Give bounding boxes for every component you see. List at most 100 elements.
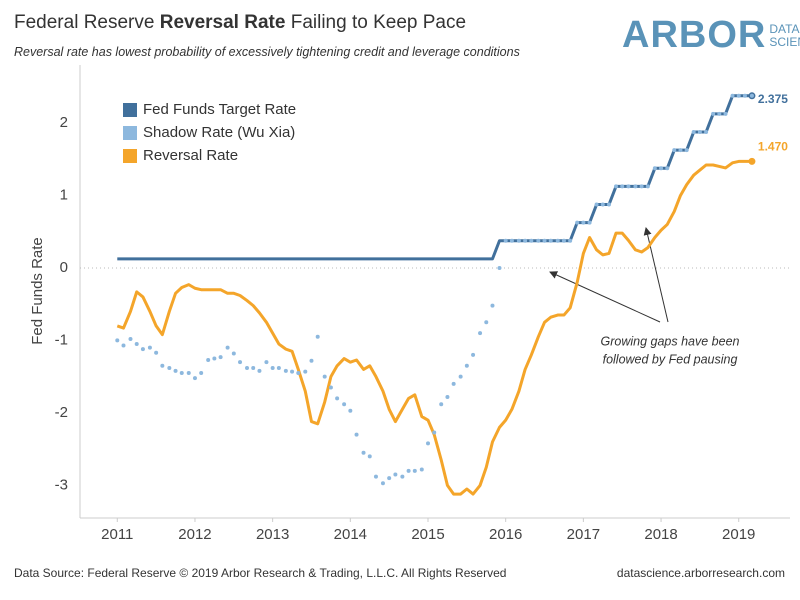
- series-dot: [283, 368, 288, 373]
- series-dot: [529, 238, 534, 243]
- title-part: Federal Reserve: [14, 12, 155, 33]
- x-tick-label: 2015: [411, 526, 444, 543]
- value-label: 2.375: [758, 92, 788, 106]
- series-dot: [303, 369, 308, 374]
- subtitle: Reversal rate has lowest probability of …: [14, 45, 520, 59]
- x-tick-label: 2013: [256, 526, 289, 543]
- series-dot: [342, 402, 347, 407]
- y-axis-title: Fed Funds Rate: [29, 237, 46, 345]
- series-dot: [600, 202, 605, 207]
- series-dot: [497, 265, 502, 270]
- series-dot: [451, 381, 456, 386]
- annotation-arrow: [643, 227, 669, 323]
- annotation: followed by Fed pausing: [603, 352, 738, 366]
- legend-label: Fed Funds Target Rate: [143, 101, 296, 118]
- series-dot: [464, 363, 469, 368]
- source: Data Source: Federal Reserve © 2019 Arbo…: [14, 566, 507, 580]
- x-tick-label: 2016: [489, 526, 522, 543]
- logo-tag-line: SCIENCE: [769, 34, 800, 49]
- annotation: Growing gaps have been: [601, 334, 740, 348]
- series-dot: [581, 220, 586, 225]
- series-dot: [490, 303, 495, 308]
- x-tick-label: 2011: [101, 526, 133, 543]
- series-dot: [548, 238, 553, 243]
- series-dot: [704, 130, 709, 135]
- logo: ARBOR DATASCIENCE: [622, 14, 800, 57]
- series-dot: [645, 184, 650, 189]
- series-dot: [179, 371, 184, 376]
- y-tick-label: -3: [55, 476, 68, 493]
- series-dot: [742, 93, 747, 98]
- series-dot: [555, 238, 560, 243]
- series-dot: [270, 365, 275, 370]
- x-tick-label: 2018: [644, 526, 677, 543]
- series-dot: [478, 331, 483, 336]
- series-dot: [516, 238, 521, 243]
- legend-swatch: [123, 103, 137, 117]
- series-dot: [471, 352, 476, 357]
- logo-tag: DATASCIENCE: [769, 21, 800, 49]
- series-dot: [315, 334, 320, 339]
- y-tick-label: 0: [60, 259, 68, 276]
- series-dot: [568, 238, 573, 243]
- series-dot: [626, 184, 631, 189]
- series-dot: [587, 220, 592, 225]
- title-bold: Reversal Rate: [159, 12, 286, 33]
- chart-title: Federal Reserve Reversal Rate Failing to…: [14, 12, 466, 34]
- x-tick-label: 2012: [178, 526, 211, 543]
- series-dot: [523, 238, 528, 243]
- series-dot: [412, 468, 417, 473]
- series-dot: [684, 148, 689, 153]
- series-dot: [736, 93, 741, 98]
- series-dot: [607, 202, 612, 207]
- series-dot: [335, 396, 340, 401]
- series-dot: [290, 369, 295, 374]
- series-dot: [633, 184, 638, 189]
- series-dot: [723, 111, 728, 116]
- series-dot: [509, 238, 514, 243]
- series-dot: [672, 148, 677, 153]
- series-dot: [238, 360, 243, 365]
- y-tick-label: 1: [60, 186, 68, 203]
- series-dot: [134, 342, 139, 347]
- series-dot: [439, 402, 444, 407]
- series-dot: [613, 184, 618, 189]
- series-dot: [160, 363, 165, 368]
- y-tick-label: -2: [55, 404, 68, 421]
- series-dot: [652, 166, 657, 171]
- series-dot: [231, 351, 236, 356]
- x-tick-label: 2017: [567, 526, 600, 543]
- series-dot: [659, 166, 664, 171]
- series-dot: [264, 360, 269, 365]
- series-dot: [245, 365, 250, 370]
- series-dot: [212, 356, 217, 361]
- y-tick-label: 2: [60, 114, 68, 131]
- series-dot: [309, 358, 314, 363]
- series-dot: [419, 467, 424, 472]
- series-dot: [575, 220, 580, 225]
- annotation-arrow: [549, 271, 661, 323]
- series-dot: [121, 343, 126, 348]
- series-dot: [620, 184, 625, 189]
- series-dot: [458, 374, 463, 379]
- series-dot: [154, 350, 159, 355]
- series-dot: [432, 430, 437, 435]
- series-dot: [186, 371, 191, 376]
- series-dot: [730, 93, 735, 98]
- series-dot: [393, 472, 398, 477]
- x-tick-label: 2019: [722, 526, 755, 543]
- url: datascience.arborresearch.com: [616, 566, 785, 580]
- series-dot: [115, 338, 120, 343]
- logo-tag-line: DATA: [769, 21, 800, 36]
- series-dot: [361, 450, 366, 455]
- series-dot: [400, 474, 405, 479]
- series-dot: [322, 374, 327, 379]
- y-tick-label: -1: [55, 331, 68, 348]
- series-dot: [192, 376, 197, 381]
- series-line: [117, 94, 752, 261]
- series-dot: [348, 408, 353, 413]
- series-dot: [257, 368, 262, 373]
- series-dot: [367, 454, 372, 459]
